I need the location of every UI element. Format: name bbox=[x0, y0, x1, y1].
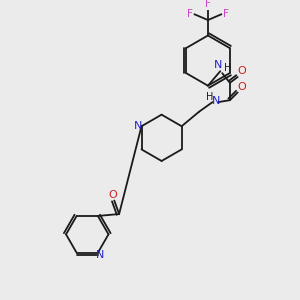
Text: N: N bbox=[134, 121, 142, 131]
Text: H: H bbox=[206, 92, 213, 102]
Text: O: O bbox=[108, 190, 117, 200]
Text: N: N bbox=[212, 96, 220, 106]
Text: F: F bbox=[187, 9, 193, 19]
Text: O: O bbox=[237, 82, 246, 92]
Text: F: F bbox=[205, 0, 211, 9]
Text: N: N bbox=[214, 60, 223, 70]
Text: N: N bbox=[96, 250, 104, 260]
Text: F: F bbox=[223, 9, 229, 19]
Text: H: H bbox=[224, 63, 232, 73]
Text: O: O bbox=[237, 66, 246, 76]
